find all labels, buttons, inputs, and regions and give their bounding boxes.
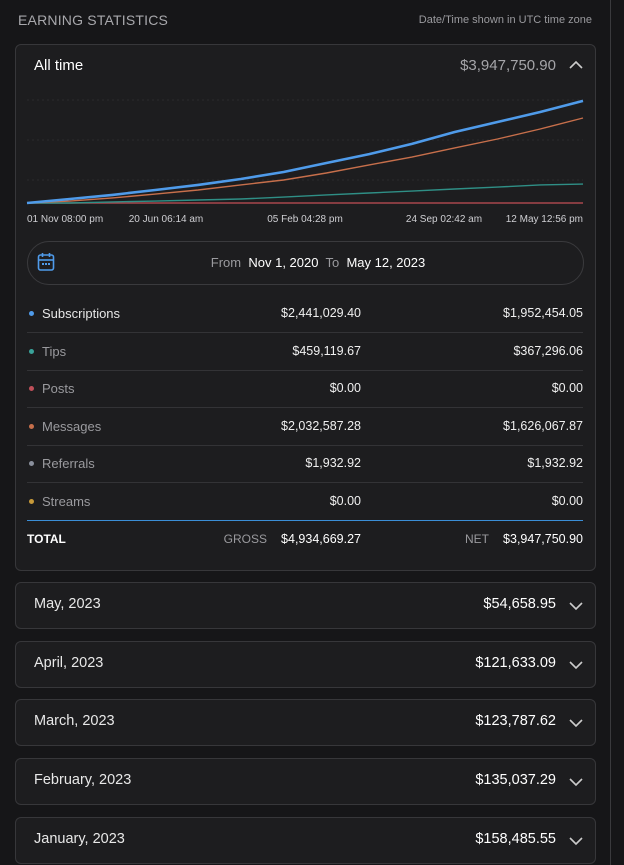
month-label: May, 2023 [34, 596, 101, 612]
row-dot [29, 386, 34, 392]
month-card[interactable] [15, 699, 596, 747]
timezone-note: Date/Time shown in UTC time zone [418, 14, 592, 26]
total-gross: $4,934,669.27 [281, 532, 361, 546]
month-amount: $158,485.55 [475, 830, 556, 847]
row-dot [29, 423, 34, 429]
month-amount: $135,037.29 [475, 772, 556, 789]
row-separator [27, 407, 583, 409]
row-gross: $2,032,587.28 [281, 418, 361, 433]
month-amount: $54,658.95 [483, 596, 556, 612]
to-date: May 12, 2023 [346, 255, 426, 270]
x-tick-label: 20 Jun 06:14 am [129, 214, 204, 225]
total-net: $3,947,750.90 [503, 532, 583, 546]
row-gross: $0.00 [329, 494, 361, 508]
from-date: Nov 1, 2020 [248, 255, 319, 270]
month-card[interactable] [15, 582, 596, 629]
expand-chevron[interactable] [568, 599, 584, 611]
month-card[interactable] [15, 758, 596, 806]
month-label: April, 2023 [34, 654, 104, 671]
month-amount: $121,633.09 [475, 654, 556, 671]
month-label: January, 2023 [34, 830, 125, 847]
row-separator [27, 369, 583, 371]
collapse-chevron[interactable] [568, 58, 584, 72]
month-card[interactable] [15, 816, 596, 864]
row-gross: $1,932.92 [305, 456, 361, 471]
row-gross: $459,119.67 [292, 343, 361, 358]
row-dot [29, 499, 34, 504]
gross-label: GROSS [223, 532, 267, 546]
series-line [27, 183, 584, 204]
date-range-picker[interactable] [27, 241, 584, 285]
row-dot [29, 348, 34, 354]
date-range: From Nov 1, 2020 To May 12, 2023 [0, 255, 624, 270]
month-label: March, 2023 [34, 713, 115, 730]
x-tick-label: 01 Nov 08:00 pm [27, 214, 103, 225]
net-label: NET [465, 532, 489, 546]
all-time-label[interactable]: All time [34, 57, 84, 74]
scroll-border [610, 0, 611, 865]
row-net: $1,952,454.05 [503, 306, 583, 320]
row-name: Tips [42, 343, 67, 359]
row-gross: $0.00 [329, 381, 361, 396]
series-line [26, 117, 584, 204]
row-net: $367,296.06 [513, 343, 583, 358]
row-separator [27, 444, 583, 446]
row-name: Subscriptions [42, 306, 121, 321]
series-line [26, 99, 584, 205]
row-net: $1,626,067.87 [503, 418, 583, 433]
page-title: EARNING STATISTICS [18, 12, 169, 28]
month-amount: $123,787.62 [475, 713, 556, 730]
x-tick-label: 05 Feb 04:28 pm [267, 214, 343, 225]
chart: 01 Nov 08:00 pm 20 Jun 06:14 am 05 Feb 04:… [26, 99, 584, 225]
x-tick-label: 12 May 12:56 pm [506, 214, 583, 225]
from-label: From [210, 255, 242, 270]
all-time-total: $3,947,750.90 [460, 57, 556, 74]
row-net: $0.00 [551, 381, 583, 396]
row-net: $1,932.92 [527, 456, 583, 471]
row-separator [27, 332, 583, 333]
x-tick-label: 24 Sep 02:42 am [406, 214, 482, 225]
row-name: Referrals [42, 456, 95, 472]
expand-chevron[interactable] [568, 658, 584, 670]
calendar-icon[interactable] [37, 252, 55, 272]
expand-chevron[interactable] [568, 834, 584, 846]
row-net: $0.00 [551, 494, 583, 508]
row-dot [29, 311, 34, 316]
total-label: TOTAL [27, 532, 66, 546]
expand-chevron[interactable] [568, 716, 584, 728]
row-name: Streams [42, 494, 91, 509]
total-separator [27, 520, 583, 521]
expand-chevron[interactable] [568, 775, 584, 787]
to-label: To [325, 255, 340, 270]
row-gross: $2,441,029.40 [281, 306, 361, 320]
row-name: Messages [42, 418, 102, 434]
row-name: Posts [42, 381, 75, 397]
row-separator [27, 482, 583, 484]
row-dot [29, 461, 34, 467]
month-card[interactable] [15, 640, 596, 688]
month-label: February, 2023 [34, 772, 132, 789]
